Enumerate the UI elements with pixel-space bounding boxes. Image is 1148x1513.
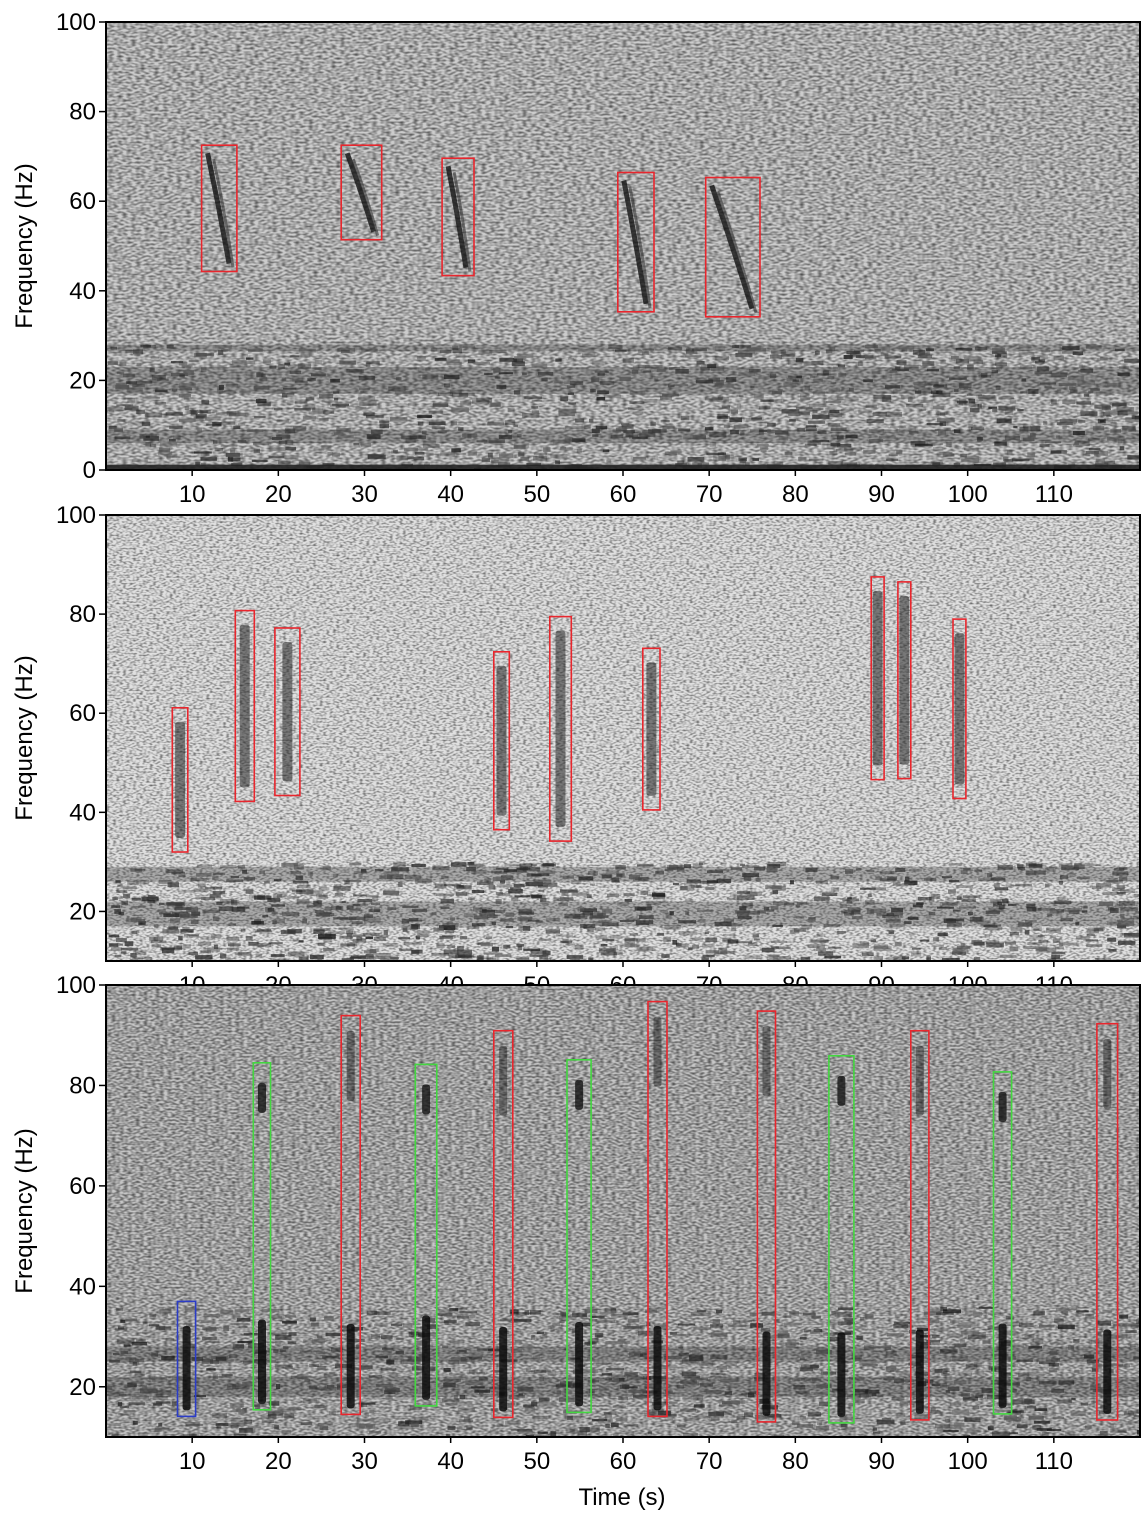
x-tick-label: 90 xyxy=(868,481,895,508)
detection-box-8 xyxy=(897,581,912,780)
spectrogram-image xyxy=(106,985,1140,1437)
y-tick-label: 20 xyxy=(69,367,96,394)
detection-box-1 xyxy=(171,706,189,853)
detection-box-3 xyxy=(340,1014,362,1416)
detection-box-9 xyxy=(952,618,967,800)
detection-box-10 xyxy=(909,1029,930,1421)
spectrogram-panel-bottom: 20 40 60 80 100 10 20 30 40 50 60 70 80 90 100 110 Frequ… xyxy=(11,972,1141,1475)
spectrogram-panel-middle: 20406080100102030405060708090100110Frequ… xyxy=(11,502,1141,999)
y-tick-label: 20 xyxy=(69,1374,96,1401)
y-tick-label: 80 xyxy=(69,1072,96,1099)
detection-box-3 xyxy=(274,627,301,797)
detection-box-7 xyxy=(870,576,885,781)
y-tick-label: 40 xyxy=(69,1273,96,1300)
detection-box-4 xyxy=(414,1063,438,1407)
x-tick-label: 30 xyxy=(351,481,378,508)
y-tick-label: 60 xyxy=(69,188,96,215)
y-tick-label: 40 xyxy=(69,278,96,305)
x-tick-label: 10 xyxy=(179,1448,206,1475)
spectrogram-panel-top: 0 20 40 60 80 100 10 20 30 40 50 60 70 80 90 100 110 Freq… xyxy=(11,9,1141,508)
x-tick-label: 60 xyxy=(610,1448,637,1475)
y-tick-label: 80 xyxy=(69,601,96,628)
detection-box-5 xyxy=(548,615,573,842)
detection-box-1 xyxy=(176,1300,197,1418)
y-axis-title: Frequency (Hz) xyxy=(11,655,38,820)
detection-box-3 xyxy=(441,157,475,277)
detection-box-11 xyxy=(992,1071,1013,1415)
x-tick-label: 90 xyxy=(868,1448,895,1475)
y-tick-label: 100 xyxy=(56,502,96,529)
x-tick-label: 100 xyxy=(948,481,988,508)
detection-box-5 xyxy=(704,176,761,318)
y-tick-label: 80 xyxy=(69,99,96,126)
x-tick-label: 70 xyxy=(696,1448,723,1475)
x-tick-label: 30 xyxy=(351,1448,378,1475)
detection-box-2 xyxy=(340,144,383,241)
detection-box-4 xyxy=(616,171,655,313)
detection-box-4 xyxy=(492,650,511,831)
x-tick-label: 20 xyxy=(265,481,292,508)
x-tick-label: 80 xyxy=(782,481,809,508)
detection-box-9 xyxy=(828,1055,855,1424)
detection-box-5 xyxy=(492,1029,514,1419)
y-axis-title: Frequency (Hz) xyxy=(11,1128,38,1293)
x-tick-label: 60 xyxy=(610,481,637,508)
x-tick-label: 40 xyxy=(437,1448,464,1475)
y-tick-label: 100 xyxy=(56,972,96,999)
x-tick-label: 110 xyxy=(1035,481,1073,508)
x-axis-title: Time (s) xyxy=(578,1484,665,1511)
x-tick-label: 80 xyxy=(782,1448,809,1475)
x-tick-label: 110 xyxy=(1035,1448,1073,1475)
detection-box-12 xyxy=(1096,1022,1119,1421)
detection-box-7 xyxy=(647,1000,668,1418)
y-tick-label: 60 xyxy=(69,700,96,727)
detection-box-2 xyxy=(252,1062,272,1411)
x-tick-label: 100 xyxy=(948,1448,988,1475)
x-tick-label: 70 xyxy=(696,481,723,508)
x-tick-label: 50 xyxy=(523,481,550,508)
detection-box-8 xyxy=(756,1010,777,1423)
detection-box-6 xyxy=(641,647,661,811)
x-tick-label: 10 xyxy=(179,481,206,508)
x-tick-label: 40 xyxy=(437,481,464,508)
y-tick-label: 60 xyxy=(69,1173,96,1200)
y-axis-title: Frequency (Hz) xyxy=(11,163,38,328)
y-tick-label: 20 xyxy=(69,898,96,925)
spectrogram-image xyxy=(106,515,1140,961)
y-tick-label: 40 xyxy=(69,799,96,826)
detection-box-1 xyxy=(200,144,238,273)
detection-box-2 xyxy=(234,609,256,803)
y-tick-label: 100 xyxy=(56,9,96,36)
y-tick-label: 0 xyxy=(83,457,96,484)
x-tick-label: 50 xyxy=(523,1448,550,1475)
detection-box-6 xyxy=(566,1059,592,1414)
spectrogram-image xyxy=(106,22,1140,470)
x-tick-label: 20 xyxy=(265,1448,292,1475)
